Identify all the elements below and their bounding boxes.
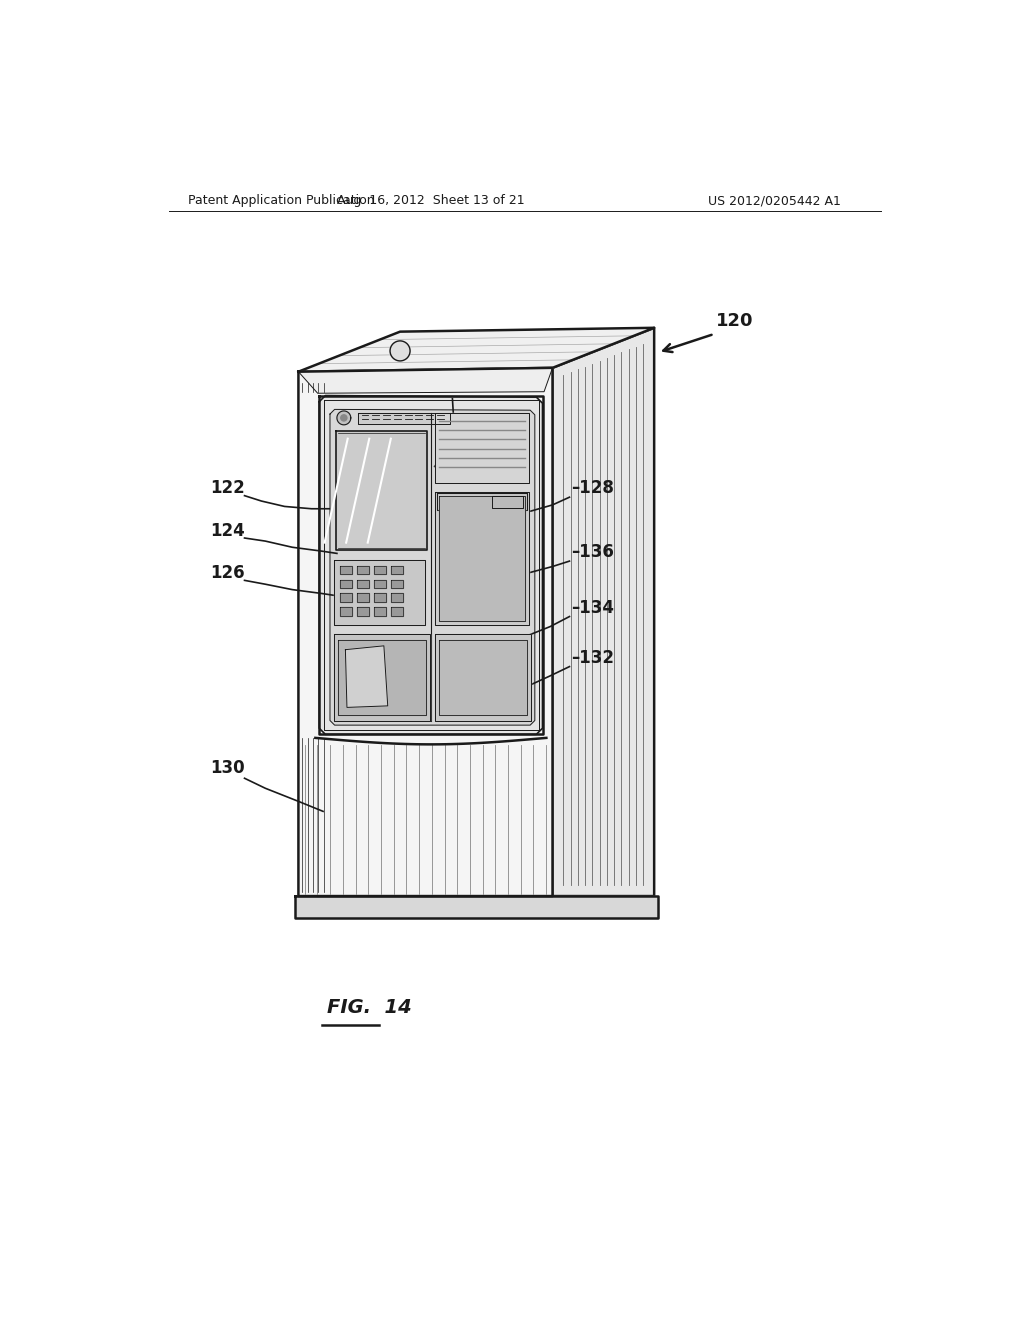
Polygon shape [374,566,386,574]
Polygon shape [340,566,352,574]
Text: –136: –136 [571,544,613,561]
Polygon shape [374,607,386,615]
Polygon shape [298,327,654,372]
Polygon shape [298,368,553,896]
Polygon shape [357,412,451,424]
Polygon shape [340,594,352,602]
Polygon shape [437,492,527,510]
Text: –128: –128 [571,479,613,498]
Text: 128: 128 [435,375,470,393]
Text: 130: 130 [210,759,245,777]
Polygon shape [357,579,370,589]
Polygon shape [319,396,543,734]
Polygon shape [330,409,535,725]
Polygon shape [340,607,352,615]
Polygon shape [340,579,352,589]
Polygon shape [435,492,528,626]
Text: 124: 124 [210,521,245,540]
Polygon shape [553,327,654,896]
Text: 126: 126 [210,564,245,582]
Circle shape [341,414,347,421]
Circle shape [337,411,351,425]
Polygon shape [438,640,527,715]
Text: –134: –134 [571,599,614,616]
Text: 120: 120 [716,313,754,330]
Polygon shape [336,430,427,550]
Polygon shape [374,594,386,602]
Polygon shape [338,640,426,715]
Polygon shape [438,496,524,622]
Polygon shape [345,645,388,708]
Polygon shape [391,579,403,589]
Text: Patent Application Publication: Patent Application Publication [188,194,375,207]
Polygon shape [435,635,531,721]
Text: –132: –132 [571,648,614,667]
Text: FIG.  14: FIG. 14 [327,998,412,1018]
Polygon shape [334,635,430,721]
Text: Aug. 16, 2012  Sheet 13 of 21: Aug. 16, 2012 Sheet 13 of 21 [337,194,524,207]
Polygon shape [391,607,403,615]
Polygon shape [435,413,528,483]
Polygon shape [391,594,403,602]
Polygon shape [298,368,553,393]
Polygon shape [357,566,370,574]
Polygon shape [374,579,386,589]
Polygon shape [357,607,370,615]
Circle shape [390,341,410,360]
Text: 122: 122 [210,479,245,498]
Polygon shape [295,896,658,917]
Polygon shape [334,560,425,626]
Text: US 2012/0205442 A1: US 2012/0205442 A1 [708,194,841,207]
Polygon shape [493,496,523,508]
Polygon shape [391,566,403,574]
Polygon shape [357,594,370,602]
